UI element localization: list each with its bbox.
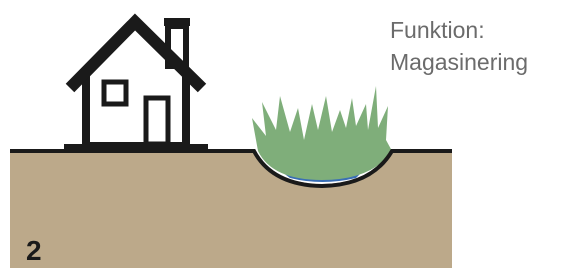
ground: [10, 151, 452, 268]
figure-number: 2: [26, 235, 42, 266]
function-name: Magasinering: [390, 49, 528, 75]
illustration: Funktion: Magasinering 2: [0, 0, 568, 268]
house: [64, 18, 208, 152]
grass: [252, 86, 392, 180]
function-label: Funktion:: [390, 17, 485, 43]
page: Funktion: Magasinering 2 (() => { const …: [0, 0, 568, 268]
